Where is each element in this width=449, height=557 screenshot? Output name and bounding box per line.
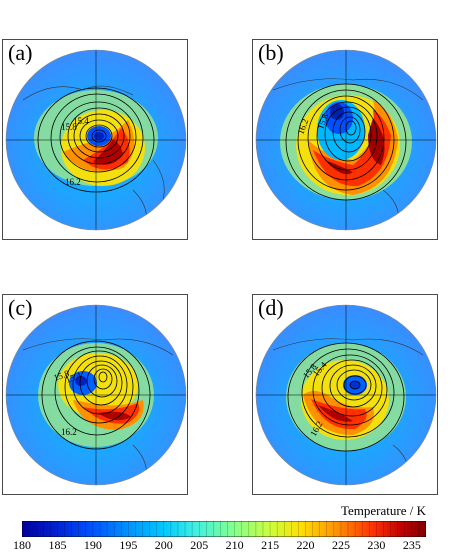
panel-a: 15.8 15.4 16.2 (a) [2,39,188,240]
colorbar [22,521,426,537]
panel-label: (d) [257,295,285,320]
polar-map-c: 15.8 15.4 16.2 [5,304,187,486]
colorbar-tick-label: 225 [331,538,350,552]
panel-b: 16.2 15.8 (b) [252,39,438,240]
colorbar-tick-label: 185 [48,538,67,552]
colorbar-ticks: 180 185 190 195 200 205 210 215 220 225 230 235 [0,538,449,554]
colorbar-title: Temperature / K [341,503,426,518]
panel-c: 15.8 15.4 16.2 (c) [2,294,188,495]
colorbar-tick-label: 230 [367,538,386,552]
contour-label: 16.2 [61,427,77,437]
polar-map-d: 15.8 15.4 16.2 [255,304,437,486]
colorbar-tick-label: 210 [225,538,244,552]
colorbar-tick-label: 235 [402,538,421,552]
panel-label: (a) [7,40,34,65]
contour-label: 15.4 [73,116,89,126]
panel-d: 15.8 15.4 16.2 (d) [252,294,438,495]
colorbar-tick-label: 190 [83,538,102,552]
panel-label: (b) [257,40,285,65]
colorbar-tick-label: 215 [261,538,280,552]
polar-map-a: 15.8 15.4 16.2 [5,49,187,231]
colorbar-tick-label: 195 [119,538,138,552]
contour-label: 16.2 [65,177,81,187]
polar-map-b: 16.2 15.8 [255,49,437,231]
colorbar-tick-label: 200 [154,538,173,552]
colorbar-tick-label: 180 [13,538,31,552]
colorbar-tick-label: 220 [296,538,315,552]
contour-label: 15.8 [61,122,77,132]
colorbar-tick-label: 205 [190,538,209,552]
panel-label: (c) [7,295,34,320]
